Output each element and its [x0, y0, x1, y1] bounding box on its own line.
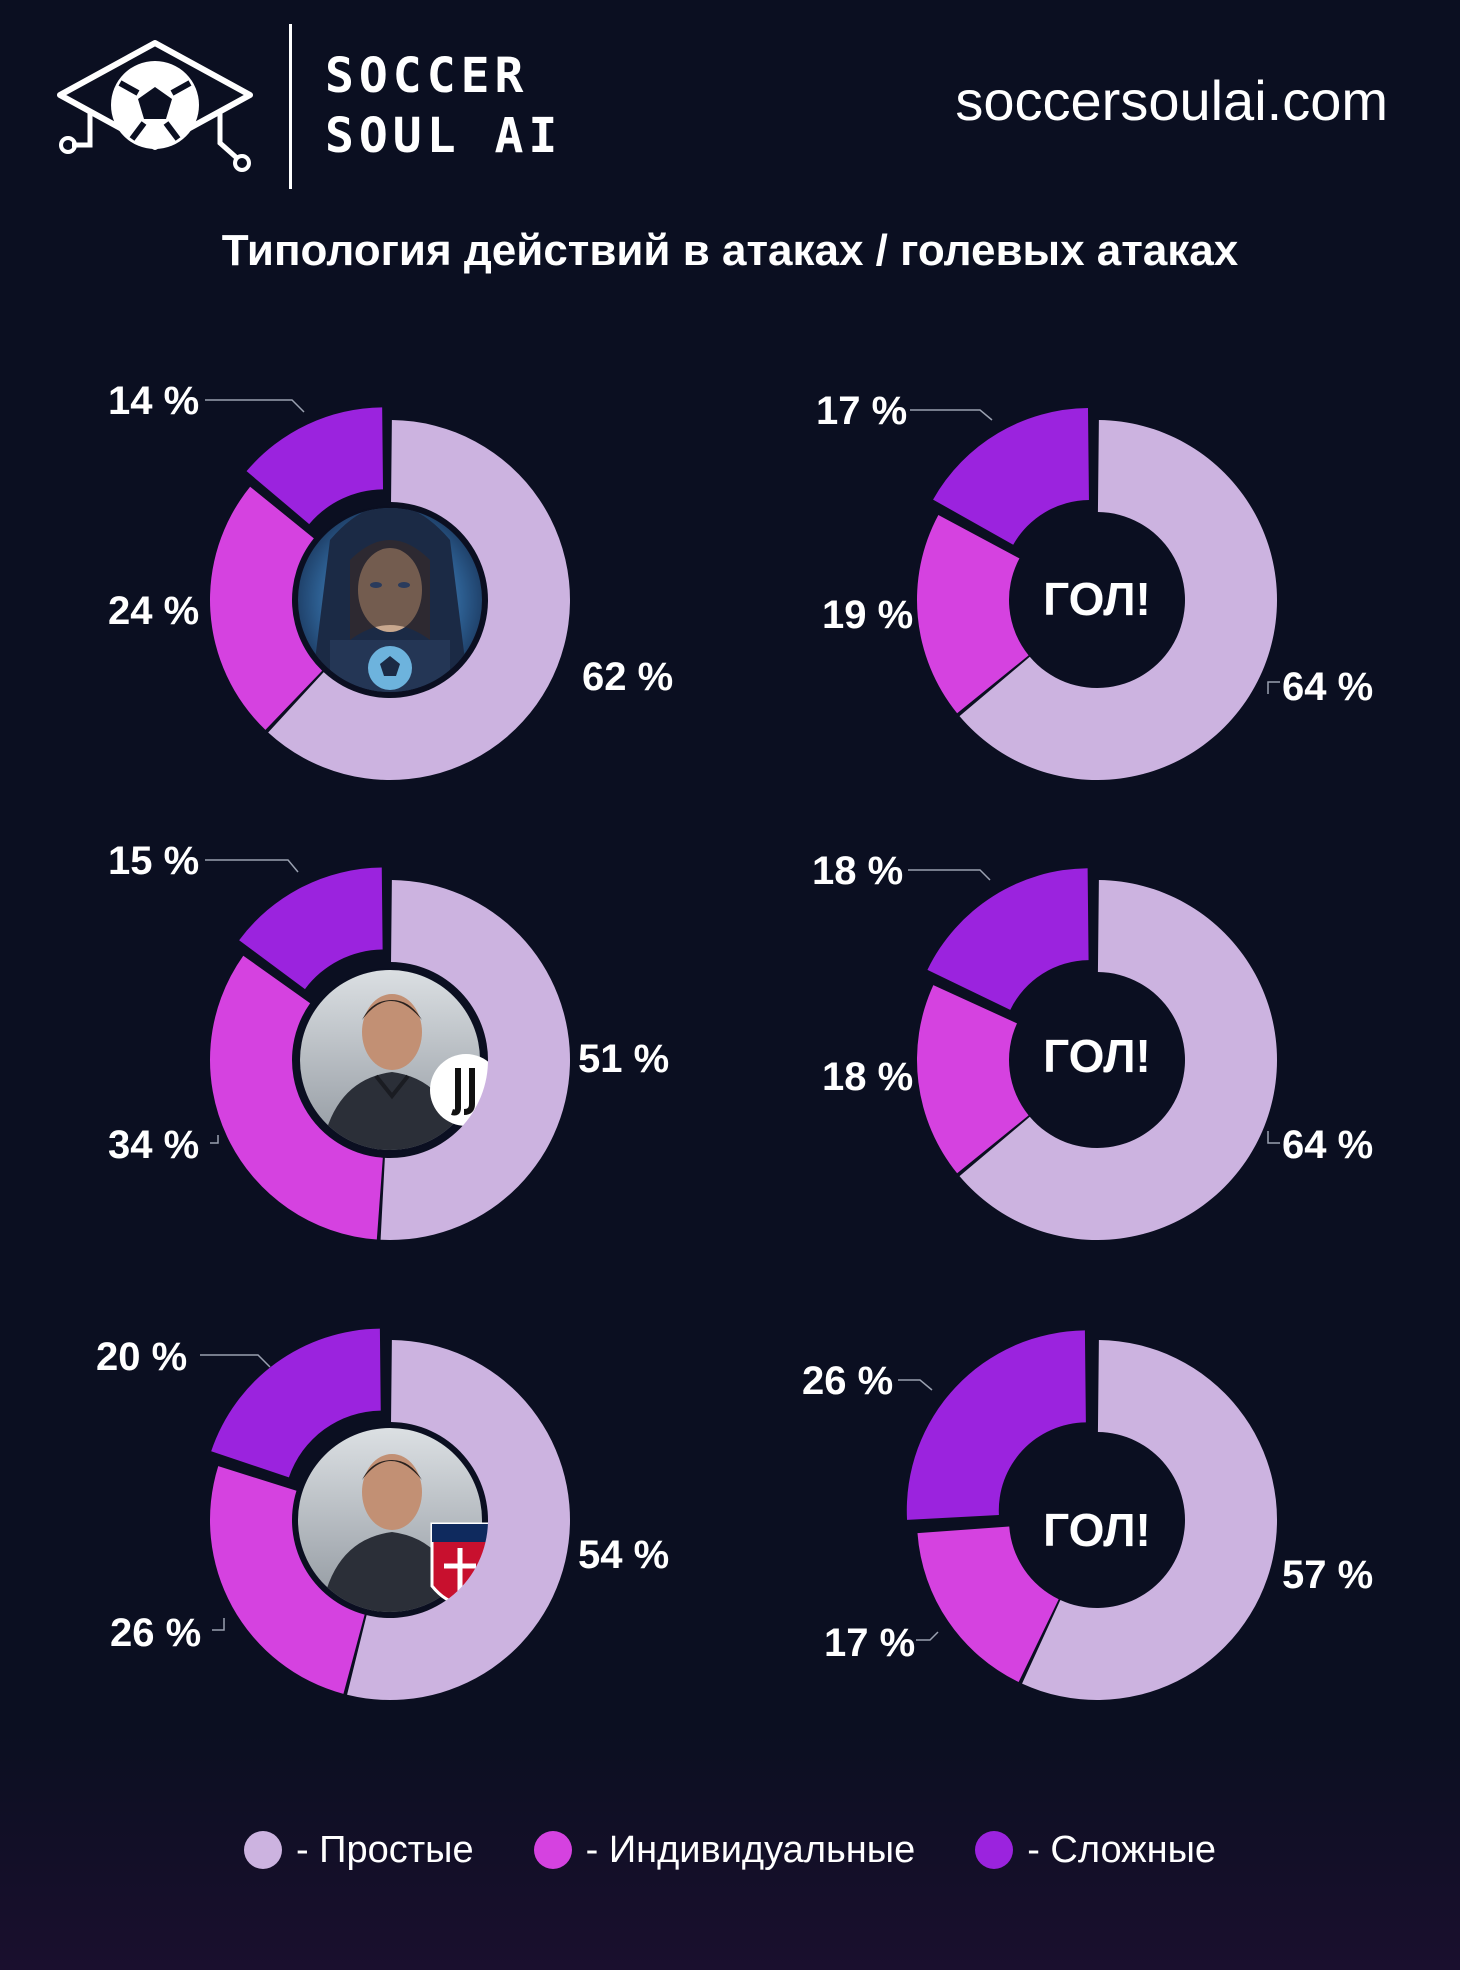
donut-1-slice-individual	[209, 486, 323, 730]
donut-chart-3	[210, 867, 571, 1240]
legend: - Простые - Индивидуальные - Сложные	[0, 1820, 1460, 1880]
header: SOCCER SOUL AI soccersoulai.com	[0, 0, 1460, 200]
donut-5-label-complex: 20 %	[96, 1335, 187, 1379]
legend-item-simple: - Простые	[243, 1828, 474, 1872]
donut-1-label-individual: 24 %	[108, 589, 199, 633]
donut-6-slice-simple	[1022, 1340, 1278, 1701]
donut-5-slice-complex	[211, 1328, 381, 1478]
donut-6-label-complex: 26 %	[802, 1359, 893, 1403]
legend-label-complex: - Сложные	[1027, 1828, 1217, 1871]
donut-2-label-simple: 64 %	[1282, 665, 1373, 709]
donut-5-label-simple: 54 %	[578, 1533, 669, 1577]
donut-4-label-complex: 18 %	[812, 849, 903, 893]
leader-line-2-simple	[1267, 681, 1280, 694]
leader-line-3-individual	[210, 1135, 219, 1144]
donut-chart-6	[906, 1330, 1278, 1701]
leader-line-5-complex	[200, 1354, 271, 1368]
donut-chart-4	[917, 868, 1277, 1240]
leader-line-4-complex	[908, 869, 991, 881]
donut-3-label-individual: 34 %	[108, 1123, 199, 1167]
donut-2-label-complex: 17 %	[816, 389, 907, 433]
site-url[interactable]: soccersoulai.com	[955, 69, 1388, 132]
legend-label-simple: - Простые	[295, 1828, 474, 1871]
leader-line-5-individual	[212, 1618, 225, 1631]
brand-name: SOCCER SOUL AI	[325, 46, 562, 166]
donut-1-label-complex: 14 %	[108, 379, 199, 423]
donut-3-slice-simple	[380, 880, 571, 1240]
brand-divider	[289, 24, 292, 189]
leader-line-1-complex	[205, 399, 305, 413]
donut-6-label-individual: 17 %	[824, 1621, 915, 1665]
leader-line-3-complex	[205, 859, 299, 873]
leader-line-6-complex	[898, 1379, 933, 1391]
donut-2-slice-individual	[916, 514, 1029, 714]
soccer-ball-graduation-cap-icon	[57, 40, 253, 172]
leader-line-2-complex	[910, 409, 993, 421]
leader-line-6-individual	[916, 1631, 939, 1641]
donut-6-slice-complex	[906, 1330, 1086, 1520]
donut-chart-2	[916, 407, 1277, 780]
legend-dot-individual	[533, 1831, 572, 1869]
donut-6-slice-individual	[917, 1526, 1059, 1683]
donut-chart-5	[209, 1328, 571, 1701]
donut-4-slice-complex	[927, 868, 1089, 1010]
legend-item-individual: - Индивидуальные	[533, 1828, 916, 1872]
donut-5-slice-simple	[347, 1340, 571, 1701]
leader-line-4-simple	[1267, 1131, 1280, 1144]
donut-3-label-simple: 51 %	[578, 1037, 669, 1081]
brand-line-2: SOUL AI	[325, 108, 563, 164]
coach-bologna-avatar	[296, 1426, 490, 1614]
goal-center-label-3: ГОЛ!	[1043, 1504, 1151, 1556]
donut-2-label-individual: 19 %	[822, 593, 913, 637]
donut-6-label-simple: 57 %	[1282, 1553, 1373, 1597]
legend-item-complex: - Сложные	[975, 1829, 1216, 1872]
donut-3-label-complex: 15 %	[108, 839, 199, 883]
page-title: Типология действий в атаках / голевых ат…	[221, 226, 1239, 275]
goal-center-label-1: ГОЛ!	[1043, 573, 1151, 625]
donut-3-slice-complex	[239, 867, 383, 990]
coach-juventus-avatar	[298, 968, 502, 1152]
legend-dot-complex	[975, 1831, 1014, 1869]
leader-lines	[200, 399, 1280, 1641]
donut-5-slice-individual	[209, 1466, 365, 1694]
donut-5-label-individual: 26 %	[110, 1611, 201, 1655]
donut-3-slice-individual	[210, 955, 383, 1240]
goal-center-label-2: ГОЛ!	[1043, 1030, 1151, 1082]
donut-2-slice-simple	[959, 420, 1277, 780]
donut-1-slice-simple	[268, 420, 570, 780]
donut-1-slice-complex	[246, 407, 384, 525]
donut-1-label-simple: 62 %	[582, 655, 673, 699]
donut-2-slice-complex	[933, 407, 1089, 545]
legend-dot-simple	[243, 1831, 282, 1869]
donut-4-label-individual: 18 %	[822, 1055, 913, 1099]
donut-chart-1	[209, 407, 570, 780]
donut-4-slice-simple	[959, 880, 1277, 1240]
ai-avatar	[296, 506, 484, 694]
donut-4-label-simple: 64 %	[1282, 1123, 1373, 1167]
donut-4-slice-individual	[917, 985, 1029, 1174]
legend-label-individual: - Индивидуальные	[585, 1828, 916, 1871]
brand-line-1: SOCCER	[325, 48, 529, 104]
